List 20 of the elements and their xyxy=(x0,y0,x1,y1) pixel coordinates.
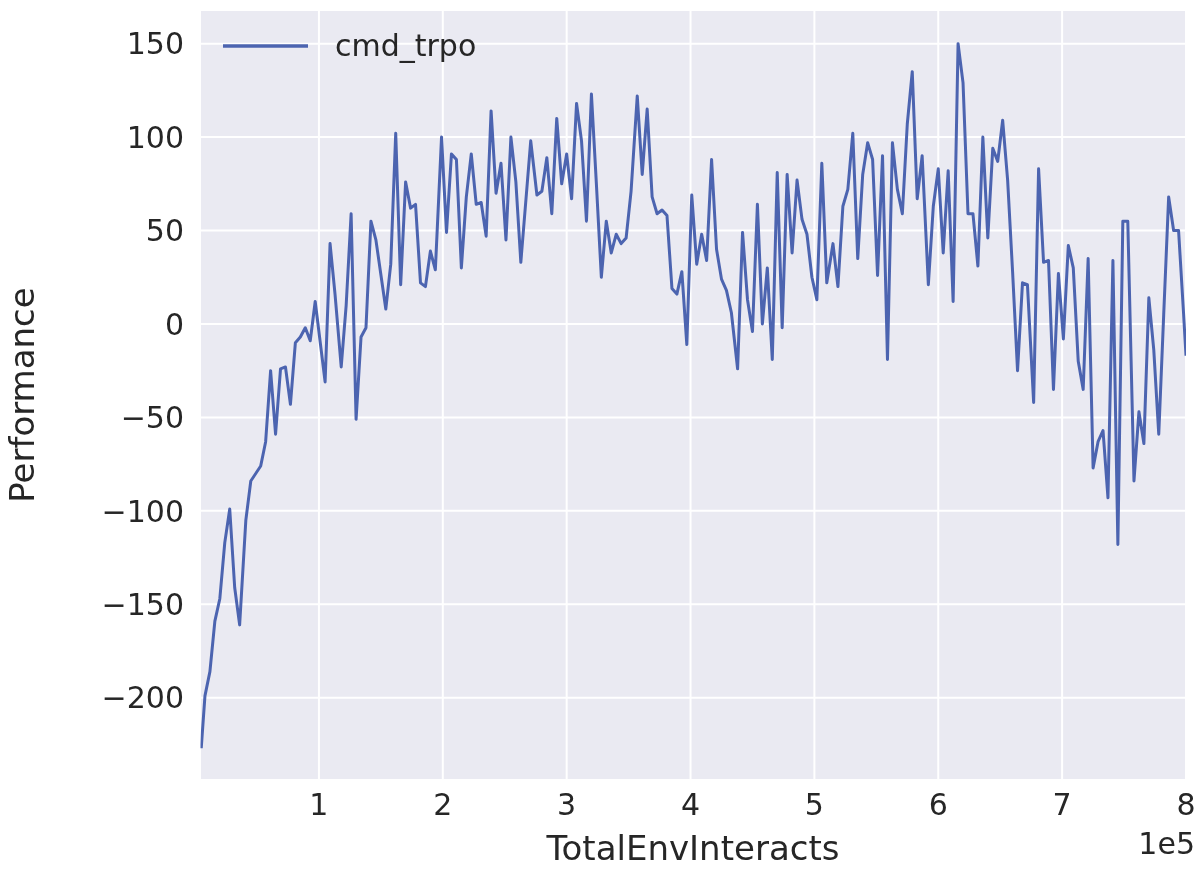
x-tick-label: 8 xyxy=(1176,787,1196,823)
y-tick-label: 0 xyxy=(164,306,184,342)
y-tick-label: 100 xyxy=(126,119,184,155)
x-axis-title: TotalEnvInteracts xyxy=(545,828,840,868)
legend-label: cmd_trpo xyxy=(335,28,477,63)
y-tick-label: −200 xyxy=(101,680,184,716)
x-tick-label: 7 xyxy=(1052,787,1072,823)
y-tick-label: −150 xyxy=(101,586,184,622)
y-tick-label: 50 xyxy=(145,213,184,249)
x-tick-label: 5 xyxy=(804,787,824,823)
y-tick-label: 150 xyxy=(126,26,184,62)
x-tick-label: 3 xyxy=(557,787,577,823)
x-tick-label: 6 xyxy=(928,787,948,823)
x-tick-label: 4 xyxy=(680,787,701,823)
y-tick-label: −100 xyxy=(101,493,184,529)
x-tick-label: 2 xyxy=(433,787,453,823)
y-tick-label: −50 xyxy=(120,400,184,436)
y-axis-title: Performance xyxy=(2,287,43,503)
text: 1e5 xyxy=(1138,826,1195,861)
x-tick-label: 1 xyxy=(309,787,329,823)
